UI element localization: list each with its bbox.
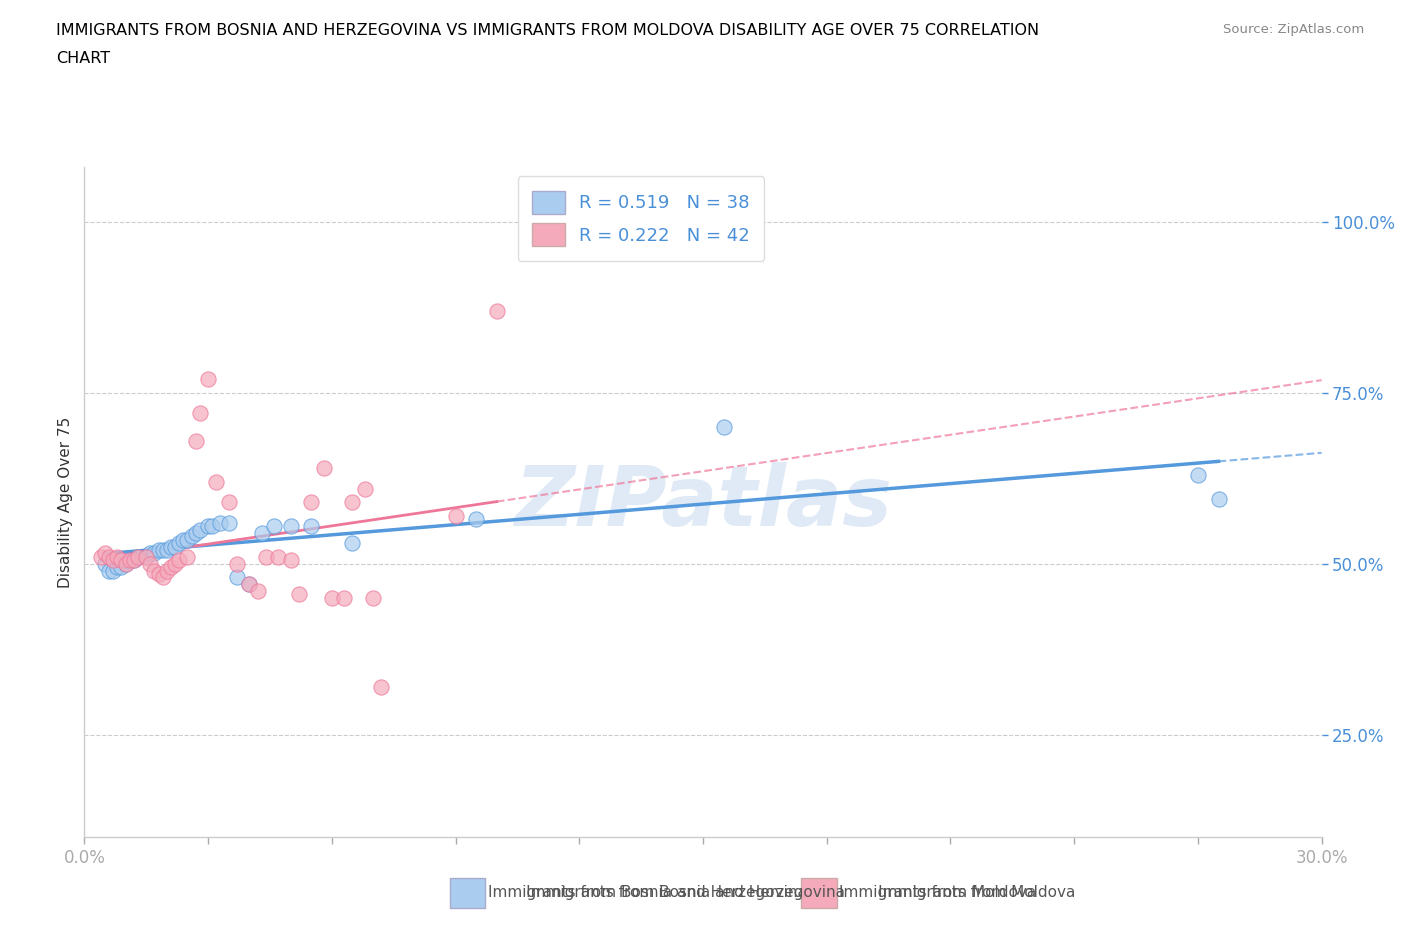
- Point: [167, 552, 190, 567]
- Text: IMMIGRANTS FROM BOSNIA AND HERZEGOVINA VS IMMIGRANTS FROM MOLDOVA DISABILITY AGE: IMMIGRANTS FROM BOSNIA AND HERZEGOVINA V…: [56, 23, 1039, 38]
- Point: [135, 550, 157, 565]
- Text: CHART: CHART: [56, 51, 110, 66]
- Point: [139, 546, 162, 561]
- Point: [321, 591, 343, 605]
- Point: [184, 525, 207, 540]
- Point: [127, 550, 149, 565]
- Point: [139, 556, 162, 571]
- Point: [94, 556, 117, 571]
- Point: [250, 525, 273, 540]
- Point: [444, 509, 467, 524]
- Point: [114, 552, 136, 567]
- Point: [188, 522, 211, 537]
- Point: [148, 542, 170, 557]
- Point: [172, 532, 194, 547]
- FancyBboxPatch shape: [801, 878, 837, 908]
- Point: [361, 591, 384, 605]
- Point: [333, 591, 356, 605]
- Point: [94, 546, 117, 561]
- Point: [209, 515, 232, 530]
- Point: [180, 529, 202, 544]
- FancyBboxPatch shape: [450, 878, 485, 908]
- Point: [98, 550, 121, 565]
- Point: [165, 539, 187, 554]
- Point: [238, 577, 260, 591]
- Point: [143, 563, 166, 578]
- Point: [110, 560, 132, 575]
- Text: Immigrants from Bosnia and Herzegovina: Immigrants from Bosnia and Herzegovina: [492, 885, 845, 900]
- Point: [238, 577, 260, 591]
- Text: ZIPatlas: ZIPatlas: [515, 461, 891, 543]
- Point: [465, 512, 488, 526]
- Point: [280, 519, 302, 534]
- Point: [127, 550, 149, 565]
- Point: [152, 542, 174, 557]
- Point: [167, 536, 190, 551]
- Point: [1187, 468, 1209, 483]
- Point: [370, 679, 392, 694]
- Point: [122, 552, 145, 567]
- Point: [218, 515, 240, 530]
- Point: [713, 419, 735, 434]
- Point: [143, 546, 166, 561]
- Point: [148, 566, 170, 581]
- Legend: R = 0.519   N = 38, R = 0.222   N = 42: R = 0.519 N = 38, R = 0.222 N = 42: [517, 177, 765, 260]
- Point: [176, 532, 198, 547]
- Text: Immigrants from Moldova: Immigrants from Moldova: [844, 885, 1076, 900]
- Point: [184, 433, 207, 448]
- Point: [342, 495, 364, 510]
- Text: Immigrants from Bosnia and Herzegovina: Immigrants from Bosnia and Herzegovina: [488, 885, 807, 900]
- Point: [197, 372, 219, 387]
- Point: [353, 481, 375, 496]
- Point: [226, 556, 249, 571]
- Point: [246, 584, 269, 599]
- Y-axis label: Disability Age Over 75: Disability Age Over 75: [58, 417, 73, 588]
- Point: [90, 550, 112, 565]
- Point: [110, 552, 132, 567]
- Point: [1208, 491, 1230, 506]
- Point: [218, 495, 240, 510]
- Point: [105, 560, 128, 575]
- Text: Immigrants from Moldova: Immigrants from Moldova: [839, 885, 1036, 900]
- Point: [188, 405, 211, 420]
- Point: [201, 519, 224, 534]
- Point: [156, 563, 179, 578]
- Point: [176, 550, 198, 565]
- Point: [288, 587, 311, 602]
- Text: Source: ZipAtlas.com: Source: ZipAtlas.com: [1223, 23, 1364, 36]
- Point: [254, 550, 277, 565]
- Point: [263, 519, 285, 534]
- Point: [226, 570, 249, 585]
- Point: [299, 519, 322, 534]
- Point: [152, 570, 174, 585]
- Point: [114, 556, 136, 571]
- Point: [114, 556, 136, 571]
- Point: [135, 550, 157, 565]
- Point: [280, 552, 302, 567]
- Point: [105, 550, 128, 565]
- Point: [485, 303, 508, 318]
- Point: [205, 474, 228, 489]
- Point: [118, 552, 141, 567]
- Point: [103, 552, 125, 567]
- Point: [267, 550, 290, 565]
- Point: [342, 536, 364, 551]
- Point: [98, 563, 121, 578]
- Point: [197, 519, 219, 534]
- Point: [160, 539, 183, 554]
- Point: [156, 542, 179, 557]
- Point: [312, 460, 335, 475]
- Point: [160, 560, 183, 575]
- Point: [165, 556, 187, 571]
- Point: [299, 495, 322, 510]
- Point: [103, 563, 125, 578]
- Point: [122, 552, 145, 567]
